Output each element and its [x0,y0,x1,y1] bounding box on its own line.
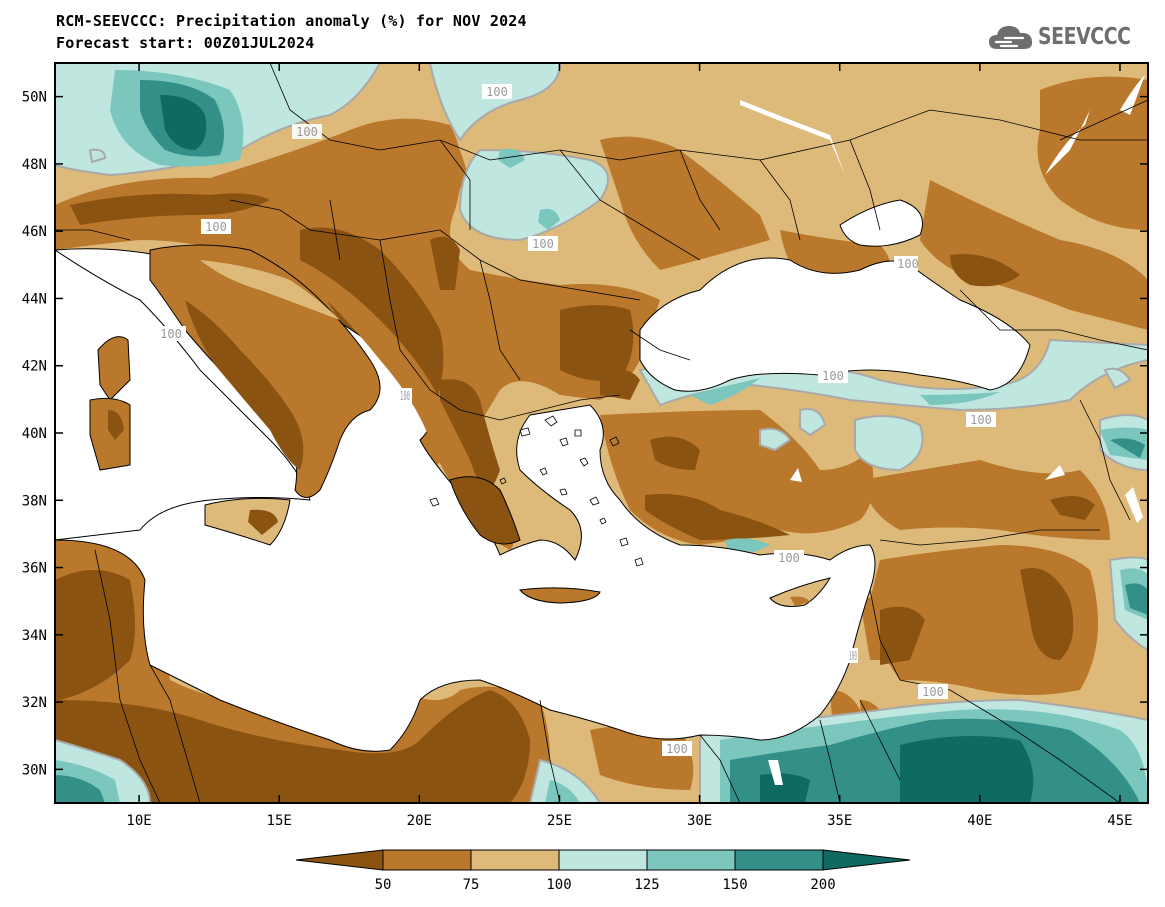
longitude-label: 25E [547,813,572,829]
forecast-start-label: Forecast start: 00Z01JUL2024 [56,34,315,52]
colorbar-tick: 75 [463,877,480,893]
colorbar-swatch-50-75 [382,849,472,871]
colorbar-tick: 200 [810,877,835,893]
longitude-label: 10E [126,813,151,829]
anomaly-above-200 [160,95,1034,803]
blank-patches [740,75,1145,785]
contour-label: 100 [848,648,858,663]
latitude-label: 48N [22,157,47,173]
latitude-label: 36N [22,561,47,577]
contour-label-text: 100 [666,742,688,756]
colorbar-tick: 50 [375,877,392,893]
contour-label: 100 [292,124,322,139]
contour-label: 100 [201,219,231,234]
colorbar-swatch-100-125 [558,849,648,871]
contour-label-text: 100 [205,220,227,234]
cloud-logo-icon [989,26,1033,49]
contour-label: 100 [398,388,412,403]
latitude-label: 32N [22,695,47,711]
longitude-label: 15E [267,813,292,829]
longitude-label: 40E [967,813,992,829]
map-title: RCM-SEEVCCC: Precipitation anomaly (%) f… [56,12,527,30]
latitude-label: 46N [22,224,47,240]
map-field: 100 100 100 100 100 100 100 100 100 100 … [55,63,1148,803]
colorbar-swatch-125-150 [646,849,736,871]
latitude-label: 42N [22,359,47,375]
contour-label-text: 100 [160,327,182,341]
contour-label: 100 [156,326,186,341]
colorbar-tick: 150 [722,877,747,893]
latitude-label: 50N [22,90,47,106]
latitude-label: 40N [22,426,47,442]
contour-label-text: 100 [822,369,844,383]
contour-label-text: 100 [897,257,919,271]
latitude-label: 38N [22,493,47,509]
contour-label-text: 100 [970,413,992,427]
contour-label: 100 [894,256,919,271]
contour-label: 100 [662,741,692,756]
contour-label: 100 [818,368,848,383]
contour-label: 100 [918,684,948,699]
contour-label-text: 100 [532,237,554,251]
peloponnese [449,476,521,545]
logo-text: SEEVCCC [1038,24,1131,50]
latitude-label: 30N [22,762,47,778]
country-borders [55,63,1148,803]
crete [519,587,601,604]
colorbar: 50 75 100 125 150 200 [295,849,911,893]
contour-label-text: 100 [778,551,800,565]
colorbar-swatch-150-200 [734,849,824,871]
longitude-label: 35E [827,813,852,829]
longitude-label: 20E [407,813,432,829]
latitude-label: 34N [22,628,47,644]
contour-label-text: 100 [296,125,318,139]
colorbar-swatch-75-100 [470,849,560,871]
latitude-label: 44N [22,291,47,307]
colorbar-swatch-lt50 [295,849,384,871]
longitude-axis: 10E 15E 20E 25E 30E 35E 40E 45E [126,63,1133,829]
contour-label-text: 100 [849,649,857,663]
colorbar-swatch-gt200 [822,849,911,871]
contour-label-text: 100 [922,685,944,699]
contour-label: 100 [482,84,512,99]
cyprus-inner [790,596,810,606]
italy-land [89,244,381,546]
contour-labels: 100 100 100 100 100 100 100 100 100 100 … [156,84,996,756]
contour-label: 100 [966,412,996,427]
contour-label-text: 100 [486,85,508,99]
aegean-islands [429,415,644,567]
contour-label-text: 100 [400,389,410,403]
seevccc-logo: SEEVCCC [987,22,1151,52]
cyprus [769,577,832,607]
colorbar-tick: 125 [634,877,659,893]
longitude-label: 30E [687,813,712,829]
contour-label: 100 [774,550,804,565]
longitude-label: 45E [1107,813,1132,829]
colorbar-tick: 100 [546,877,571,893]
latitude-axis: 30N 32N 34N 36N 38N 40N 42N 44N 46N 48N 50N [22,90,1148,778]
contour-label: 100 [528,236,558,251]
